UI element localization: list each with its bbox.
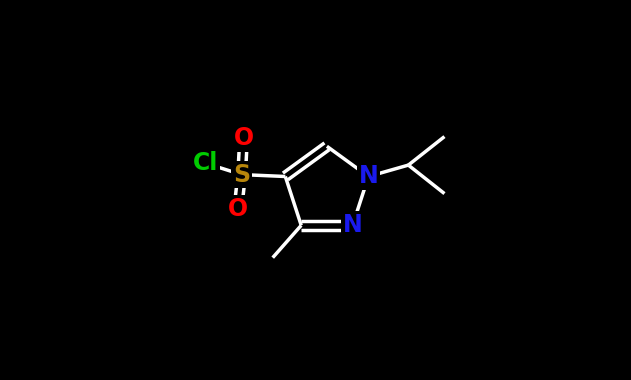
Text: S: S	[233, 163, 251, 187]
Text: O: O	[228, 197, 248, 221]
Text: Cl: Cl	[193, 151, 218, 175]
Text: O: O	[233, 127, 254, 150]
Text: N: N	[358, 165, 379, 188]
Text: N: N	[343, 213, 362, 238]
